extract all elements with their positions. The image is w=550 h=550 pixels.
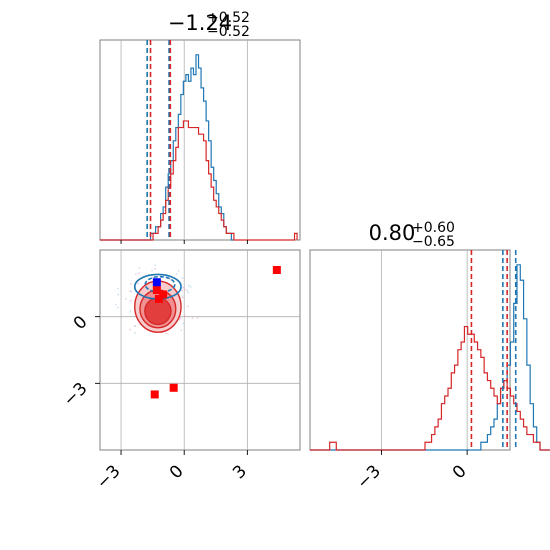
histogram-panel-param-1 [99,39,301,244]
sample-dot [134,273,137,276]
y-tick-label: 0 [70,312,92,334]
x-tick-label: −3 [353,461,385,493]
sample-dot [184,288,186,291]
red-square-marker [159,290,168,299]
red-square-marker [152,286,161,294]
sample-dot [189,285,192,288]
sample-dot [181,277,184,279]
sample-dot [178,318,181,321]
sample-dot [130,290,133,293]
sample-dot [116,306,119,309]
red-square-marker [169,383,178,392]
sample-dot [187,284,190,287]
sample-dot [154,264,157,267]
sample-dot [180,329,183,331]
red-square-marker [154,294,163,303]
sample-dot [196,316,199,319]
sample-dot [151,276,154,279]
sample-dot [154,267,156,270]
sample-dot [116,287,119,290]
histogram-panel-param-2-frame [309,249,511,451]
param-1-lower-error: −0.52 [207,24,250,40]
histogram-series-2 [100,120,298,241]
sample-dot [177,270,180,272]
red-square-marker [150,390,159,399]
x-tick-label: 0 [449,461,471,483]
param-1-title: −1.24 [168,11,232,35]
blue-contour-level-2 [144,275,176,294]
sample-dot [129,310,132,312]
sample-dot [165,332,168,335]
param-2-title: 0.80 [369,221,416,245]
param-2-lower-error: −0.65 [412,234,455,250]
sample-dot [129,328,131,331]
sample-dot [129,299,132,302]
x-tick-label: 0 [166,461,188,483]
sample-dot [151,269,153,272]
sample-dot [138,272,141,275]
sample-dot [137,282,139,285]
sample-dot [187,305,190,308]
histogram-series-2 [310,325,550,451]
param-1-upper-error: +0.52 [207,10,250,26]
sample-dot [181,296,184,299]
red-square-marker [272,266,281,274]
sample-dot [138,267,141,269]
corner-2d-panel-frame [99,249,301,451]
sample-dot [134,331,137,334]
blue-square-marker [152,278,161,287]
histogram-panel-param-2: −3 0 [309,249,550,493]
histogram-panel-param-1-frame [99,39,301,241]
sample-dot [130,283,132,285]
sample-dot [175,272,178,275]
sample-dot [191,317,194,320]
x-tick-label: 3 [229,461,251,483]
x-tick-label: −3 [93,461,125,493]
param-2-upper-error: +0.60 [412,220,455,236]
sample-dot [186,289,189,292]
sample-dot [117,293,120,296]
sample-dot [187,291,190,294]
sample-dot [182,286,185,289]
sample-dot [179,317,182,320]
corner-2d-panel: −3 0 3 0 −3 [60,249,301,493]
sample-dot [115,303,117,306]
sample-dot [125,297,128,300]
y-tick-label: −3 [60,379,92,411]
sample-dot [183,315,186,317]
sample-dot [182,322,185,325]
sample-dot [134,324,136,327]
sample-dot [181,289,184,292]
